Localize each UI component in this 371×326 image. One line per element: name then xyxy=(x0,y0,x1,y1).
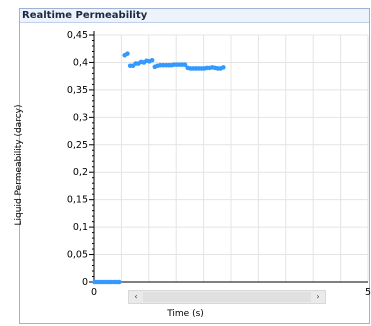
data-point xyxy=(149,57,155,63)
y-tick-label: 0,2 xyxy=(73,167,88,178)
y-tick-label: 0,25 xyxy=(67,140,88,151)
y-tick-label: 0,4 xyxy=(73,57,88,68)
permeability-panel: Realtime Permeability xyxy=(19,8,370,324)
x-tick-label: 5 xyxy=(365,287,371,298)
y-tick-label: 0,05 xyxy=(67,250,88,261)
data-point xyxy=(182,62,188,67)
chart-axes xyxy=(89,31,368,283)
data-points xyxy=(92,51,226,285)
data-point xyxy=(116,279,122,285)
y-axis-label: Liquid Permeability (darcy) xyxy=(14,104,24,226)
y-tick-label: 0,35 xyxy=(67,85,88,96)
x-tick-label: 0 xyxy=(91,287,97,298)
y-tick-label: 0,15 xyxy=(67,195,88,206)
x-axis-label: Time (s) xyxy=(167,309,204,319)
scroll-left-button[interactable]: ‹ xyxy=(134,292,138,301)
data-point xyxy=(125,51,130,56)
y-tick-labels: 0 0,05 0,1 0,15 0,2 0,25 0,3 0,35 0,4 0,45 xyxy=(67,30,88,288)
horizontal-scrollbar[interactable]: ‹ › xyxy=(128,290,326,304)
scroll-track[interactable] xyxy=(143,292,311,302)
panel-title: Realtime Permeability xyxy=(20,9,369,23)
y-tick-label: 0,45 xyxy=(67,30,88,41)
y-tick-label: 0 xyxy=(82,277,88,288)
chart-grid xyxy=(93,34,369,282)
data-point xyxy=(221,65,226,70)
scroll-right-button[interactable]: › xyxy=(316,292,320,301)
y-tick-label: 0,3 xyxy=(73,112,88,123)
y-tick-label: 0,1 xyxy=(73,222,88,233)
